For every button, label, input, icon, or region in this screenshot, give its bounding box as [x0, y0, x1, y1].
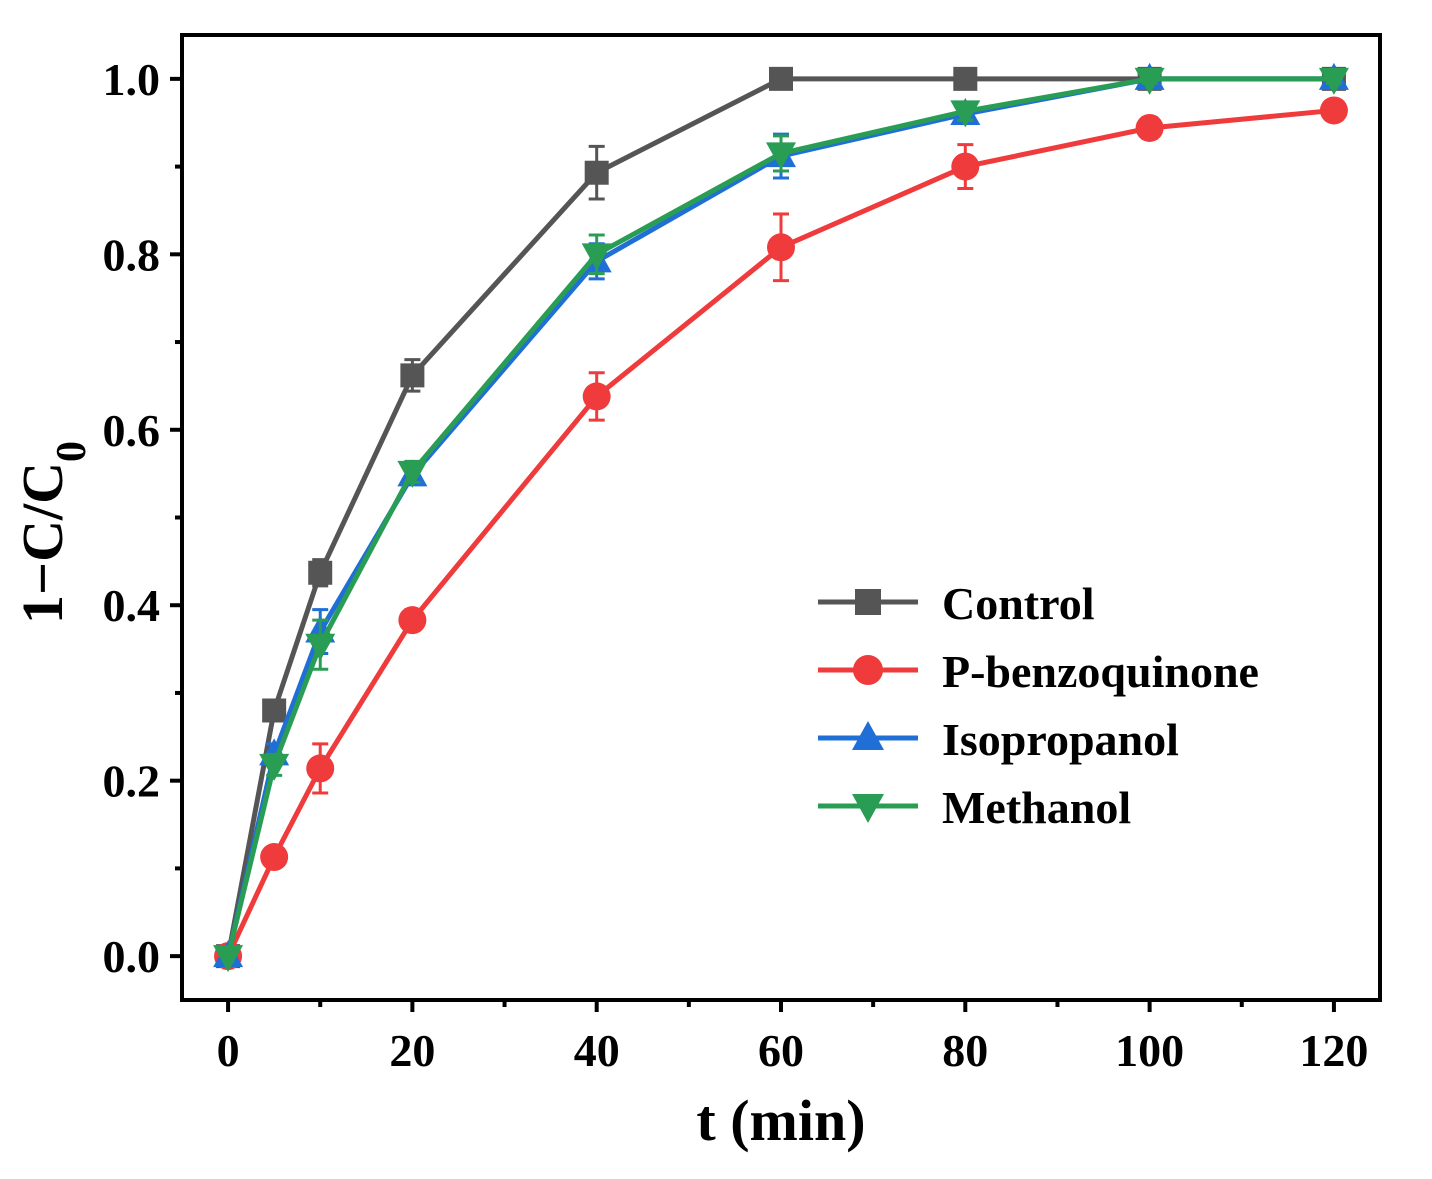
- x-axis-title: t (min): [696, 1088, 865, 1153]
- legend-entry: P-benzoquinone: [818, 646, 1259, 697]
- series-methanol: [213, 67, 1349, 973]
- legend: Control P-benzoquinone Isopropanol Methanol: [818, 578, 1259, 833]
- y-tick-label: 1.0: [103, 54, 161, 105]
- series-p-benzoquinone: [214, 96, 1348, 971]
- data-point: [584, 160, 609, 185]
- x-tick-label: 20: [389, 1025, 435, 1076]
- series-isopropanol: [213, 62, 1349, 968]
- data-point: [1318, 67, 1349, 95]
- data-point: [308, 560, 333, 585]
- y-axis-title-text: 1−C/C0: [10, 441, 95, 624]
- y-axis-title-subscript: 0: [49, 441, 95, 462]
- y-tick-label: 0.8: [103, 229, 161, 280]
- legend-entry: Isopropanol: [818, 714, 1179, 765]
- data-point: [582, 382, 611, 411]
- data-point: [259, 753, 290, 781]
- data-point: [1135, 113, 1164, 142]
- data-point: [397, 460, 428, 488]
- data-point: [260, 843, 289, 872]
- x-tick-label: 100: [1115, 1025, 1184, 1076]
- data-point: [400, 363, 425, 388]
- y-axis-title: 1−C/C0: [10, 441, 95, 624]
- y-tick-label: 0.0: [103, 931, 161, 982]
- series-line: [225, 76, 1334, 957]
- tick-labels: 0 20 40 60 80 100 120 0.0 0.2 0.4 0.6 0.8 1.0: [103, 54, 1369, 1076]
- y-axis-title-main: 1−C/C: [10, 462, 75, 624]
- x-tick-label: 120: [1299, 1025, 1368, 1076]
- data-point: [305, 633, 336, 661]
- data-point: [951, 152, 980, 181]
- x-tick-label: 60: [758, 1025, 804, 1076]
- data-point: [769, 66, 793, 91]
- y-tick-label: 0.6: [103, 405, 161, 456]
- legend-marker: [853, 655, 883, 685]
- legend-marker: [852, 794, 884, 823]
- data-point: [581, 243, 612, 271]
- data-point: [213, 945, 244, 973]
- x-tick-label: 0: [217, 1025, 240, 1076]
- legend-entry: Methanol: [818, 782, 1131, 833]
- data-point: [262, 698, 287, 723]
- data-point: [950, 100, 981, 128]
- x-tick-label: 80: [942, 1025, 988, 1076]
- series-group: [213, 62, 1349, 973]
- plot-frame: [180, 33, 1382, 1002]
- legend-label: Methanol: [942, 782, 1131, 833]
- data-point: [1134, 67, 1165, 95]
- y-tick-label: 0.4: [103, 580, 161, 631]
- data-point: [1319, 96, 1348, 125]
- legend-label: Isopropanol: [942, 714, 1179, 765]
- legend-marker: [852, 721, 884, 750]
- data-point: [398, 606, 427, 635]
- data-point: [767, 233, 795, 262]
- data-point: [306, 754, 335, 783]
- y-tick-label: 0.2: [103, 756, 161, 807]
- data-point: [953, 66, 978, 91]
- legend-label: Control: [942, 578, 1095, 629]
- series-line: [225, 76, 1334, 957]
- series-line: [225, 76, 1334, 957]
- data-point: [766, 142, 796, 170]
- axis-ticks: [170, 76, 1336, 1012]
- legend-entry: Control: [818, 578, 1095, 629]
- legend-marker: [855, 589, 881, 615]
- x-tick-label: 40: [574, 1025, 620, 1076]
- legend-label: P-benzoquinone: [942, 646, 1259, 697]
